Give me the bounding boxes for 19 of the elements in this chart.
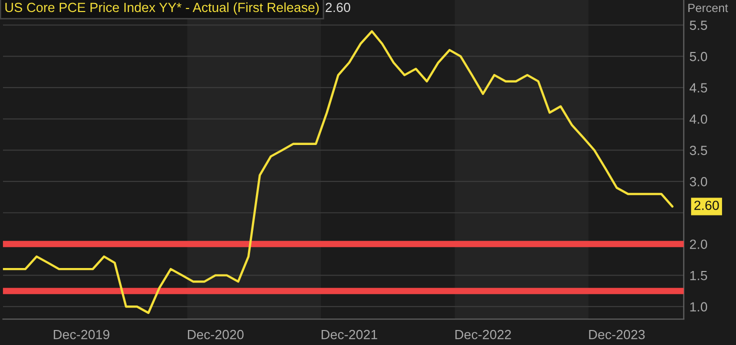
x-tick-label: Dec-2020 (188, 330, 244, 340)
x-tick-label: Dec-2022 (455, 330, 511, 340)
annotation: 2.60 (326, 2, 350, 12)
annotation: 2.60 (694, 200, 719, 210)
y-tick-label: 3.5 (690, 146, 708, 156)
y-tick-label: 4.0 (690, 114, 708, 124)
y-tick-label: 1.0 (690, 302, 708, 312)
y-tick-label: 2.0 (690, 240, 708, 249)
line-series (2, 30, 674, 314)
y-tick-label: 3.0 (690, 177, 708, 186)
y-tick-label: 1.5 (690, 271, 708, 280)
chart-title: US Core PCE Price Index YY* - Actual (First Release) (5, 2, 319, 15)
y-tick-label: 5.0 (690, 52, 708, 62)
y-tick-label: 5.5 (690, 20, 708, 30)
x-tick-label: Dec-2023 (589, 330, 645, 340)
x-tick-label: Dec-2019 (54, 330, 110, 340)
y-axis-title: Percent (688, 4, 728, 12)
y-tick-label: 4.5 (690, 83, 708, 93)
x-tick-label: Dec-2021 (322, 330, 378, 340)
